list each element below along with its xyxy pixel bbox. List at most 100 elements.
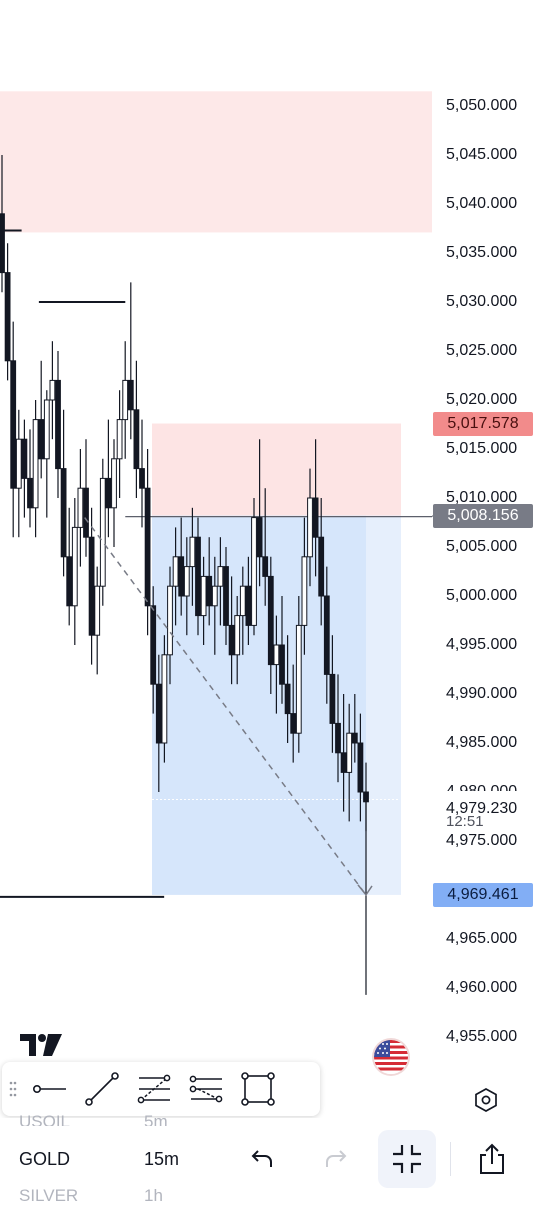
candle-body	[223, 566, 229, 626]
horizontal-ray-icon[interactable]	[24, 1062, 76, 1116]
share-icon[interactable]	[476, 1142, 508, 1176]
candle-body	[262, 556, 269, 577]
price-axis-tick: 5,000.000	[446, 587, 518, 604]
candle-body	[318, 536, 325, 597]
candle-body	[144, 487, 151, 607]
price-axis-tick: 5,025.000	[446, 342, 518, 359]
candle-body	[161, 654, 168, 744]
exit-fullscreen-button[interactable]	[378, 1130, 436, 1188]
trendline-arrow	[357, 884, 373, 897]
candle-body	[150, 605, 157, 685]
prev-interval[interactable]: 5m	[144, 1112, 168, 1126]
candle-body	[88, 536, 95, 636]
price-axis-tick: 4,990.000	[446, 685, 518, 702]
candle-body	[245, 585, 252, 626]
candle-body	[83, 487, 89, 538]
candle-body	[178, 556, 185, 597]
divider	[450, 1142, 451, 1176]
candle-body	[323, 595, 330, 675]
dashed-trendline	[84, 517, 367, 896]
us-flag-icon[interactable]	[374, 1040, 408, 1074]
price-axis-tick: 5,040.000	[446, 195, 518, 212]
price-axis-tick: 4,955.000	[446, 1028, 518, 1045]
price-axis-tick: 5,015.000	[446, 440, 518, 457]
candle-body	[267, 575, 274, 666]
undo-icon[interactable]	[248, 1146, 276, 1174]
candle-body	[239, 585, 246, 617]
price-axis-tick: 4,975.000	[446, 832, 518, 849]
candle-body	[4, 272, 11, 362]
candle-body	[111, 458, 117, 509]
price-axis-tick: 5,045.000	[446, 146, 518, 163]
candle-body	[167, 585, 173, 656]
candle-body	[217, 566, 224, 587]
candle-body	[234, 615, 241, 656]
candle-body	[43, 399, 50, 460]
price-axis-tick: 5,030.000	[446, 293, 518, 310]
settings-hexagon-icon[interactable]	[472, 1086, 500, 1114]
price-tag-grey[interactable]: 5,008.156	[433, 504, 533, 529]
price-axis-tick: 4,995.000	[446, 636, 518, 653]
supply-zone	[0, 91, 432, 233]
candle-body	[49, 379, 56, 401]
interval-selector[interactable]: 15m	[144, 1149, 180, 1169]
candle-body	[307, 497, 313, 558]
short-position-target-extension	[366, 515, 401, 895]
candle-body	[55, 379, 61, 470]
candle-body	[94, 585, 101, 636]
candle-body	[27, 477, 33, 509]
candle-body	[122, 379, 129, 421]
tradingview-logo-icon	[20, 1034, 62, 1056]
symbol-selector[interactable]: GOLD	[19, 1149, 71, 1169]
overlapped-price-label: 4,980.000	[446, 783, 517, 791]
trend-line-icon[interactable]	[76, 1062, 128, 1116]
candle-body	[211, 585, 218, 607]
current-price-label: 4,979.230	[446, 800, 518, 817]
candle-body	[32, 419, 39, 509]
candle-body	[273, 644, 280, 666]
candle-body	[77, 487, 84, 528]
candle-body	[195, 536, 201, 617]
candle-body	[351, 732, 358, 744]
candle-body	[116, 419, 123, 460]
candle-body	[312, 497, 319, 538]
candle-body	[251, 517, 257, 626]
candle-body	[183, 566, 190, 597]
price-axis-tick: 5,005.000	[446, 538, 518, 555]
rectangle-icon[interactable]	[232, 1062, 284, 1116]
next-symbol[interactable]: SILVER	[19, 1186, 79, 1205]
candle-body	[99, 477, 106, 587]
candle-body	[290, 713, 297, 734]
price-tag-red[interactable]: 5,017.578	[433, 411, 533, 436]
candle-body	[21, 438, 28, 479]
price-axis-tick: 5,050.000	[446, 97, 518, 114]
candle-body	[105, 477, 112, 509]
candle-body	[71, 526, 78, 607]
candle-body	[329, 673, 336, 724]
price-chart[interactable]	[0, 0, 540, 1030]
candle-body	[335, 722, 341, 754]
candle-body	[155, 683, 162, 744]
price-axis-tick: 5,010.000	[446, 489, 518, 506]
candle-body	[38, 419, 45, 460]
next-interval[interactable]: 1h	[144, 1186, 163, 1205]
price-tag-blue[interactable]: 4,969.461	[433, 883, 533, 908]
candle-body	[172, 556, 179, 587]
parallel-channel-icon[interactable]	[180, 1062, 232, 1116]
prev-symbol[interactable]: USOIL	[19, 1112, 71, 1126]
price-axis-tick: 4,985.000	[446, 734, 518, 751]
candle-body	[256, 517, 263, 558]
candle-body	[133, 409, 140, 470]
drag-handle-icon[interactable]	[2, 1062, 24, 1116]
candle-body	[10, 360, 17, 489]
short-position-stop	[152, 423, 401, 516]
candle-body	[340, 752, 347, 773]
fib-retracement-icon[interactable]	[128, 1062, 180, 1116]
redo-icon[interactable]	[322, 1146, 350, 1174]
candle-body	[284, 683, 291, 715]
price-axis-tick: 4,965.000	[446, 930, 518, 947]
candle-body	[15, 438, 22, 489]
candle-body	[279, 644, 285, 685]
candle-body	[357, 742, 364, 793]
price-axis-tick: 5,020.000	[446, 391, 518, 408]
